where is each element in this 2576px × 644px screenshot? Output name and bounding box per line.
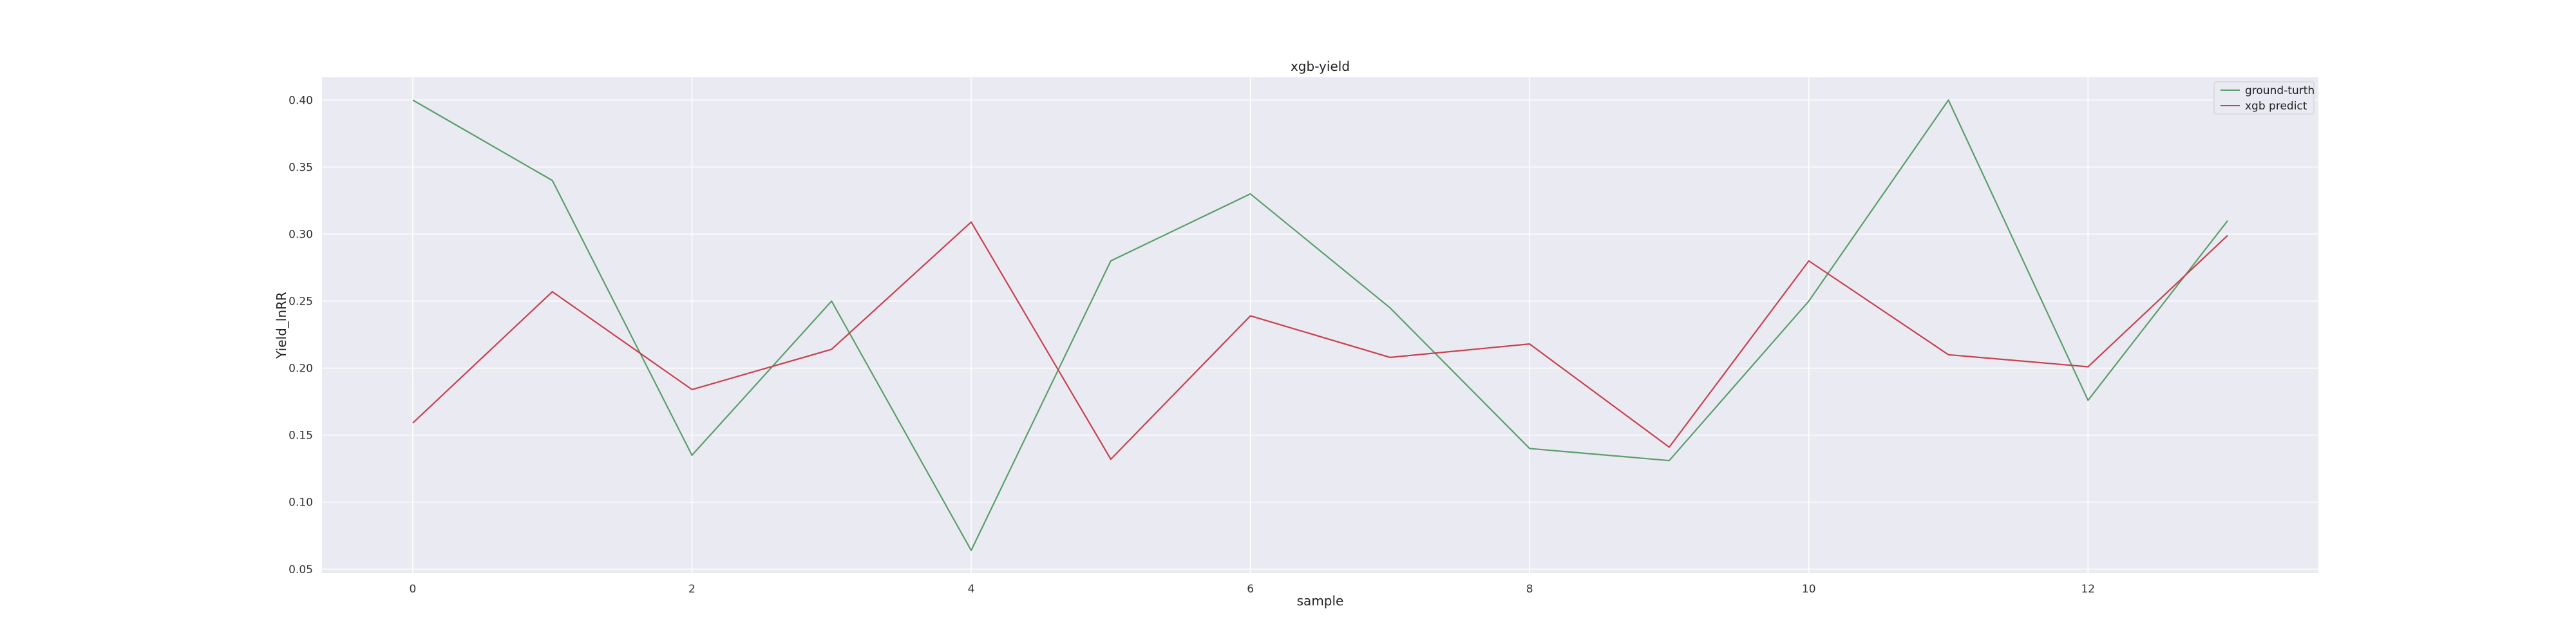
x-tick-label: 6 [1247,583,1254,596]
y-tick-label: 0.25 [289,296,313,308]
y-tick-label: 0.20 [289,363,313,375]
y-tick-label: 0.10 [289,497,313,509]
grid [322,77,2318,573]
x-tick-label: 2 [688,583,696,596]
plot-area [322,77,2318,573]
y-tick-label: 0.15 [289,430,313,442]
x-tick-label: 8 [1526,583,1533,596]
legend: ground-turth xgb predict [2213,81,2315,115]
series-line-xgb-predict [412,221,2228,460]
legend-label-xgb-predict: xgb predict [2245,100,2307,113]
series-layer [412,99,2228,551]
x-tick-label: 10 [1802,583,1816,596]
x-tick-label: 0 [409,583,416,596]
y-tick-label: 0.30 [289,228,313,241]
y-tick-label: 0.05 [289,564,313,576]
series-line-ground-turth [412,99,2228,551]
x-tick-label: 4 [968,583,975,596]
x-tick-label: 12 [2081,583,2095,596]
y-axis-ticks: 0.05 0.10 0.15 0.20 0.25 0.30 0.35 0.40 [289,94,313,576]
y-tick-label: 0.40 [289,94,313,107]
x-axis-ticks: 0 2 4 6 8 10 12 [409,583,2095,596]
y-tick-label: 0.35 [289,161,313,174]
legend-label-ground-turth: ground-turth [2245,84,2315,97]
chart-title: xgb-yield [1291,59,1350,74]
y-axis-label: Yield_lnRR [274,292,289,359]
x-axis-label: sample [1297,593,1344,609]
